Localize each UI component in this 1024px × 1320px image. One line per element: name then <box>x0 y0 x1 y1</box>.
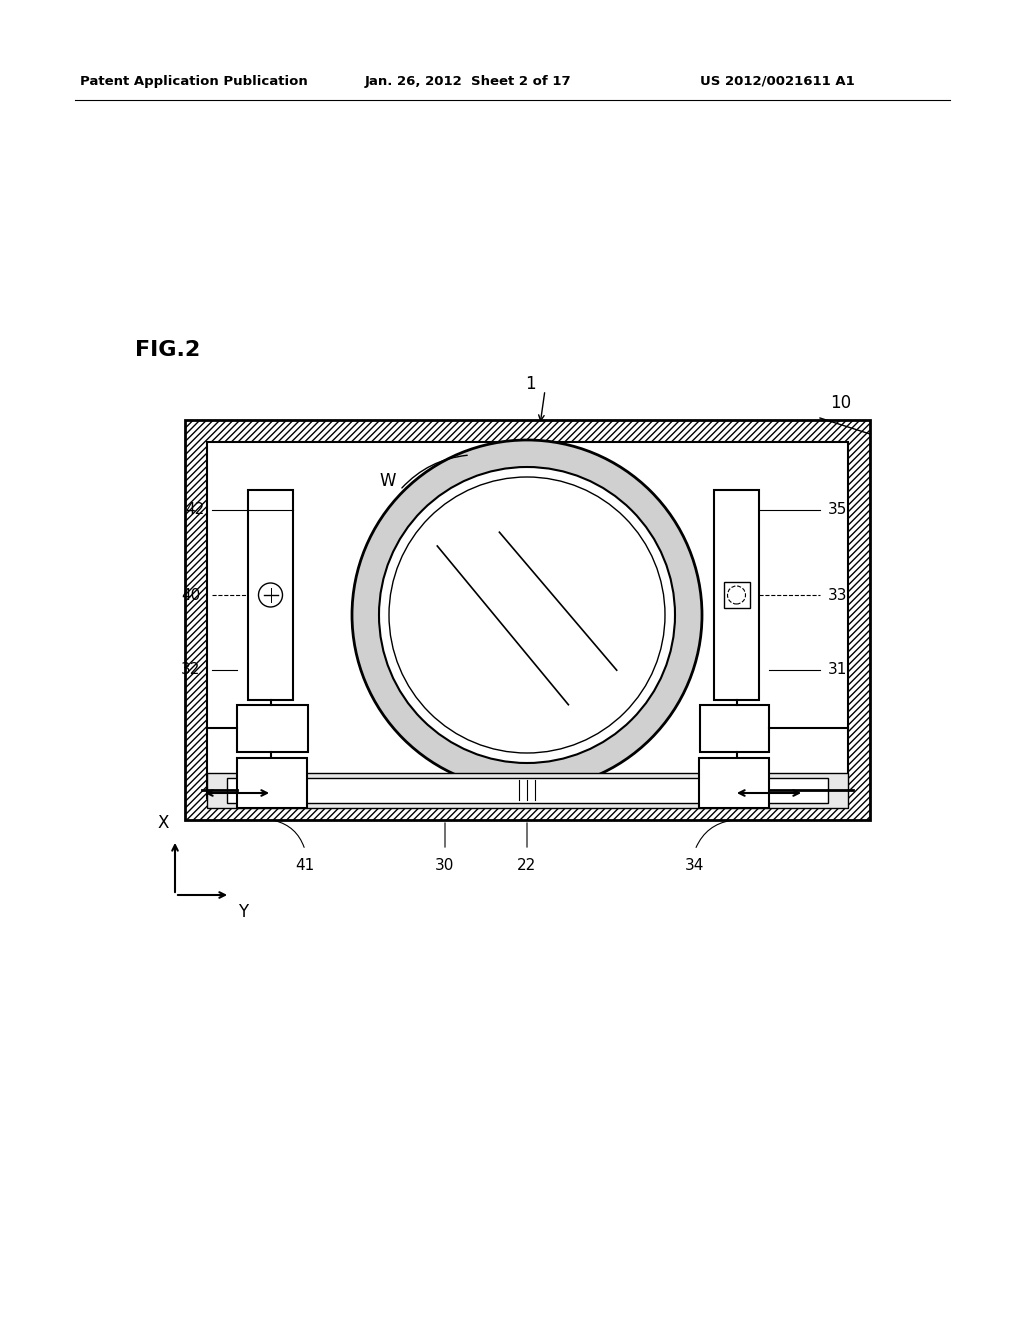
Circle shape <box>258 583 283 607</box>
Bar <box>237 758 307 808</box>
Bar <box>714 490 759 700</box>
Text: Y: Y <box>238 903 248 921</box>
Text: 22: 22 <box>517 858 537 873</box>
Text: 42: 42 <box>185 503 205 517</box>
Bar <box>724 582 750 609</box>
Text: Patent Application Publication: Patent Application Publication <box>80 75 308 88</box>
Text: 33: 33 <box>828 587 848 602</box>
Text: FIG.2: FIG.2 <box>135 341 201 360</box>
Bar <box>227 777 828 803</box>
Text: X: X <box>158 814 169 832</box>
Text: W: W <box>380 473 396 490</box>
Bar <box>207 774 848 808</box>
Text: 40: 40 <box>181 587 200 602</box>
Ellipse shape <box>352 440 702 789</box>
Text: 10: 10 <box>830 393 851 412</box>
Bar <box>700 705 769 752</box>
Bar <box>699 758 769 808</box>
Text: 1: 1 <box>524 375 536 393</box>
Text: US 2012/0021611 A1: US 2012/0021611 A1 <box>700 75 855 88</box>
Text: 41: 41 <box>295 858 314 873</box>
Bar <box>248 490 293 700</box>
Text: 32: 32 <box>180 663 200 677</box>
Ellipse shape <box>379 467 675 763</box>
Bar <box>237 705 308 752</box>
Text: 31: 31 <box>828 663 848 677</box>
Bar <box>207 442 848 799</box>
Text: 35: 35 <box>828 503 848 517</box>
Text: 30: 30 <box>435 858 455 873</box>
Text: 34: 34 <box>685 858 705 873</box>
Ellipse shape <box>389 477 665 752</box>
Bar <box>185 420 870 820</box>
Text: Jan. 26, 2012  Sheet 2 of 17: Jan. 26, 2012 Sheet 2 of 17 <box>365 75 571 88</box>
